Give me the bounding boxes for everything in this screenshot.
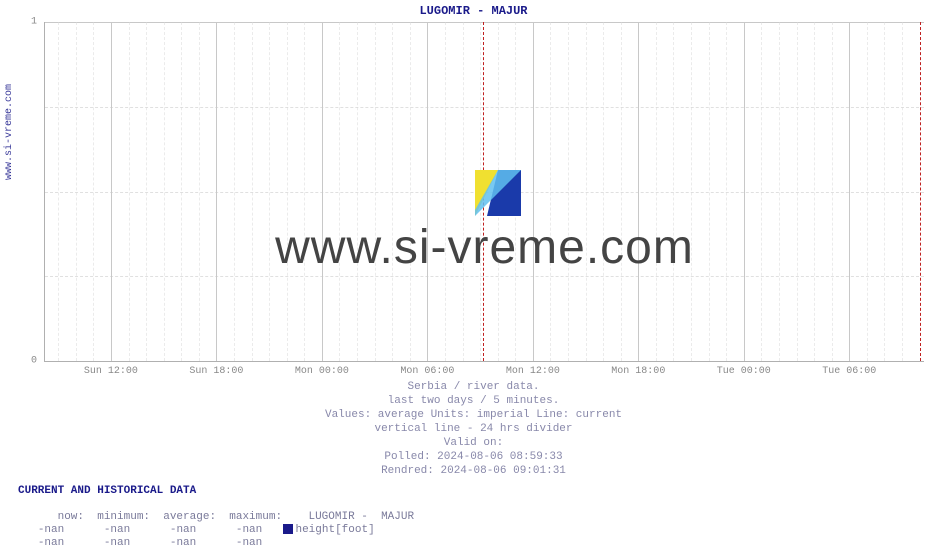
gridline-v-minor <box>884 22 885 361</box>
col-series: LUGOMIR - MAJUR <box>308 511 414 523</box>
meta-line: vertical line - 24 hrs divider <box>0 422 947 436</box>
meta-line: Valid on: <box>0 436 947 450</box>
x-tick: Mon 18:00 <box>611 366 665 377</box>
gridline-v-major <box>111 22 112 361</box>
legend-swatch-icon <box>283 524 293 534</box>
gridline-h-minor <box>45 107 924 108</box>
gridline-v-minor <box>463 22 464 361</box>
x-tick: Mon 06:00 <box>400 366 454 377</box>
gridline-v-major <box>322 22 323 361</box>
data-table: CURRENT AND HISTORICAL DATA now: minimum… <box>18 472 414 550</box>
chart-metadata: Serbia / river data. last two days / 5 m… <box>0 380 947 478</box>
gridline-v-minor <box>797 22 798 361</box>
gridline-v-major <box>427 22 428 361</box>
cell: -nan <box>170 524 196 536</box>
gridline-v-minor <box>445 22 446 361</box>
data-row: -nan -nan -nan -nan height[foot] <box>18 524 375 536</box>
cell: -nan <box>104 524 130 536</box>
chart-plot-area: 1 0 Sun 12:00Sun 18:00Mon 00:00Mon 06:00… <box>44 22 924 362</box>
gridline-v-minor <box>76 22 77 361</box>
gridline-v-minor <box>287 22 288 361</box>
gridline-v-minor <box>392 22 393 361</box>
gridline-v-minor <box>93 22 94 361</box>
gridline-v-minor <box>568 22 569 361</box>
gridline-v-minor <box>814 22 815 361</box>
cell: -nan <box>38 537 64 549</box>
gridline-v-minor <box>550 22 551 361</box>
chart-title: LUGOMIR - MAJUR <box>0 4 947 18</box>
meta-line: Polled: 2024-08-06 08:59:33 <box>0 450 947 464</box>
gridline-h-minor <box>45 276 924 277</box>
gridline-v-minor <box>339 22 340 361</box>
gridline-v-major <box>849 22 850 361</box>
col-min: minimum: <box>97 511 150 523</box>
y-axis-outer-label: www.si-vreme.com <box>4 84 15 180</box>
gridline-v-minor <box>621 22 622 361</box>
data-table-header: CURRENT AND HISTORICAL DATA <box>18 485 196 497</box>
gridline-v-minor <box>304 22 305 361</box>
gridline-h-top <box>45 22 924 23</box>
gridline-v-minor <box>761 22 762 361</box>
cell: -nan <box>236 524 262 536</box>
now-divider-line <box>920 22 921 361</box>
gridline-v-minor <box>252 22 253 361</box>
watermark-text: www.si-vreme.com <box>45 220 924 275</box>
gridline-v-minor <box>234 22 235 361</box>
gridline-v-minor <box>199 22 200 361</box>
series-label: height[foot] <box>295 524 374 536</box>
col-avg: average: <box>163 511 216 523</box>
x-tick: Tue 00:00 <box>717 366 771 377</box>
cell: -nan <box>104 537 130 549</box>
gridline-v-minor <box>164 22 165 361</box>
gridline-v-minor <box>603 22 604 361</box>
meta-line: last two days / 5 minutes. <box>0 394 947 408</box>
gridline-v-minor <box>832 22 833 361</box>
y-tick-1: 1 <box>31 17 37 28</box>
gridline-v-minor <box>181 22 182 361</box>
data-table-columns: now: minimum: average: maximum: LUGOMIR … <box>18 511 414 523</box>
x-tick: Sun 18:00 <box>189 366 243 377</box>
meta-line: Serbia / river data. <box>0 380 947 394</box>
gridline-v-minor <box>357 22 358 361</box>
meta-line: Values: average Units: imperial Line: cu… <box>0 408 947 422</box>
gridline-v-minor <box>656 22 657 361</box>
y-tick-0: 0 <box>31 356 37 367</box>
col-now: now: <box>58 511 84 523</box>
gridline-v-major <box>533 22 534 361</box>
cell: -nan <box>170 537 196 549</box>
gridline-v-minor <box>779 22 780 361</box>
gridline-v-minor <box>902 22 903 361</box>
gridline-v-minor <box>726 22 727 361</box>
col-max: maximum: <box>229 511 282 523</box>
gridline-v-minor <box>375 22 376 361</box>
gridline-v-minor <box>867 22 868 361</box>
gridline-v-minor <box>673 22 674 361</box>
data-row: -nan -nan -nan -nan <box>18 537 262 549</box>
gridline-v-minor <box>129 22 130 361</box>
gridline-v-minor <box>269 22 270 361</box>
gridline-v-major <box>638 22 639 361</box>
gridline-v-major <box>744 22 745 361</box>
gridline-v-major <box>216 22 217 361</box>
gridline-v-minor <box>58 22 59 361</box>
gridline-v-minor <box>691 22 692 361</box>
gridline-v-minor <box>709 22 710 361</box>
x-tick: Tue 06:00 <box>822 366 876 377</box>
cell: -nan <box>236 537 262 549</box>
x-tick: Mon 12:00 <box>506 366 560 377</box>
cell: -nan <box>38 524 64 536</box>
gridline-v-minor <box>410 22 411 361</box>
watermark-logo-icon <box>475 170 521 216</box>
gridline-v-minor <box>586 22 587 361</box>
x-tick: Sun 12:00 <box>84 366 138 377</box>
gridline-v-minor <box>146 22 147 361</box>
x-tick: Mon 00:00 <box>295 366 349 377</box>
